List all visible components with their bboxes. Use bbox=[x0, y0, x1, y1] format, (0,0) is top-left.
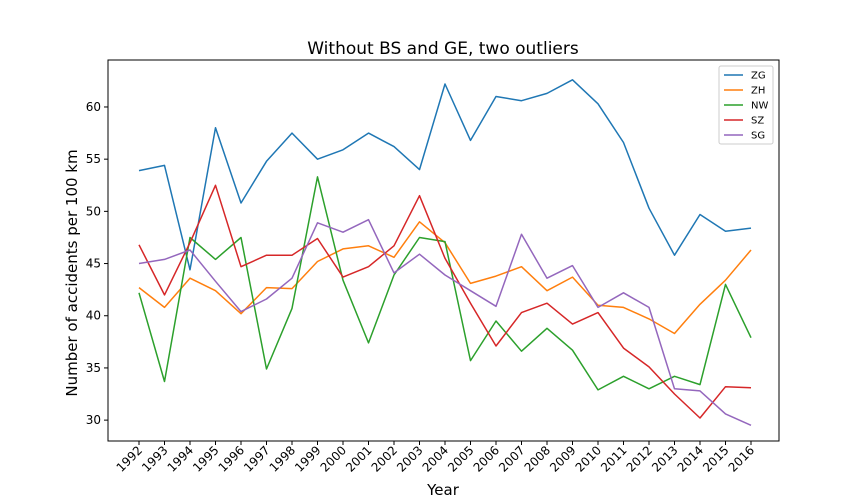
y-tick-label: 35 bbox=[86, 361, 101, 375]
x-tick-label: 2016 bbox=[726, 443, 757, 474]
legend-label-zg: ZG bbox=[751, 71, 766, 82]
series-line-sg bbox=[138, 218, 752, 426]
x-tick-label: 2012 bbox=[624, 443, 655, 474]
x-tick-label: 2008 bbox=[522, 443, 553, 474]
x-tick-label: 2013 bbox=[649, 443, 680, 474]
x-tick-label: 1993 bbox=[139, 443, 170, 474]
x-tick-label: 2009 bbox=[547, 443, 578, 474]
legend-box bbox=[718, 65, 774, 145]
legend-label-sg: SG bbox=[751, 131, 765, 142]
legend: ZG ZH NW SZ SG bbox=[718, 65, 774, 145]
x-axis-label: Year bbox=[426, 481, 460, 499]
y-axis-label: Number of accidents per 100 km bbox=[63, 149, 81, 396]
x-tick-label: 1994 bbox=[165, 443, 196, 474]
legend-label-nw: NW bbox=[751, 101, 768, 112]
x-tick-label: 2014 bbox=[675, 443, 706, 474]
legend-label-zh: ZH bbox=[751, 86, 765, 97]
series-line-sz bbox=[138, 184, 752, 419]
x-tick-label: 2002 bbox=[369, 443, 400, 474]
x-tick-label: 1998 bbox=[267, 443, 298, 474]
x-tick-label: 2000 bbox=[318, 443, 349, 474]
y-tick-label: 30 bbox=[86, 413, 101, 427]
ticks: 3035404550556019921993199419951996199719… bbox=[86, 100, 757, 475]
y-tick-label: 55 bbox=[86, 152, 101, 166]
x-tick-label: 2004 bbox=[420, 443, 451, 474]
series-line-zg bbox=[138, 79, 752, 271]
x-tick-label: 2003 bbox=[394, 443, 425, 474]
x-tick-label: 2011 bbox=[598, 443, 629, 474]
series-line-zh bbox=[138, 221, 752, 335]
x-tick-label: 1996 bbox=[216, 443, 247, 474]
plot-frame bbox=[107, 59, 780, 442]
series-layer bbox=[138, 79, 752, 426]
y-tick-label: 60 bbox=[86, 100, 101, 114]
x-tick-label: 1995 bbox=[190, 443, 221, 474]
x-tick-label: 2001 bbox=[343, 443, 374, 474]
series-line-nw bbox=[138, 176, 752, 391]
y-tick-label: 40 bbox=[86, 309, 101, 323]
x-tick-label: 1992 bbox=[114, 443, 145, 474]
x-tick-label: 2007 bbox=[496, 443, 527, 474]
x-tick-label: 2015 bbox=[700, 443, 731, 474]
x-tick-label: 1997 bbox=[241, 443, 272, 474]
y-tick-label: 45 bbox=[86, 257, 101, 271]
legend-label-sz: SZ bbox=[751, 116, 764, 127]
x-tick-label: 2010 bbox=[573, 443, 604, 474]
x-tick-label: 1999 bbox=[292, 443, 323, 474]
x-tick-label: 2005 bbox=[445, 443, 476, 474]
y-tick-label: 50 bbox=[86, 204, 101, 218]
chart-title: Without BS and GE, two outliers bbox=[307, 39, 579, 59]
x-tick-label: 2006 bbox=[471, 443, 502, 474]
